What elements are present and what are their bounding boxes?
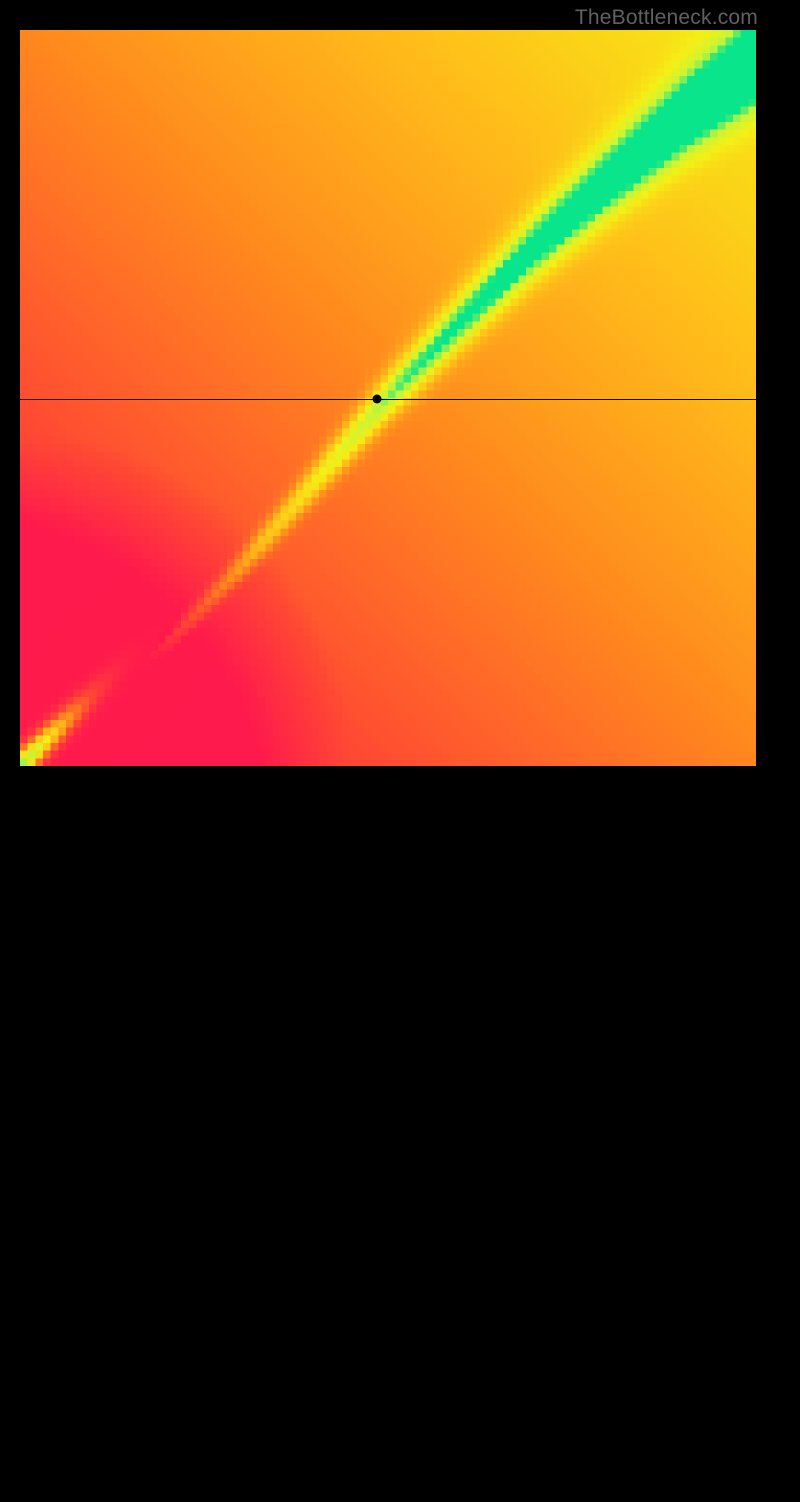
crosshair-horizontal bbox=[20, 399, 756, 400]
crosshair-marker bbox=[372, 395, 381, 404]
watermark-text: TheBottleneck.com bbox=[575, 6, 758, 30]
crosshair-vertical bbox=[376, 766, 377, 1502]
heatmap-plot bbox=[20, 30, 756, 766]
